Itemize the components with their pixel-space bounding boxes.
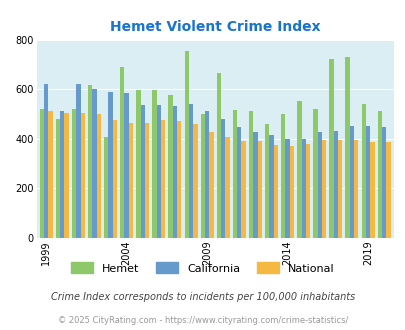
Bar: [48, 112, 53, 238]
Bar: [124, 93, 128, 238]
Bar: [209, 132, 213, 238]
Bar: [386, 142, 390, 238]
Bar: [345, 57, 349, 238]
Bar: [381, 127, 386, 238]
Bar: [156, 105, 161, 238]
Bar: [257, 141, 261, 238]
Bar: [220, 119, 225, 238]
Bar: [264, 124, 269, 238]
Bar: [173, 106, 177, 238]
Bar: [321, 140, 326, 238]
Bar: [128, 122, 133, 238]
Bar: [273, 145, 277, 238]
Bar: [145, 122, 149, 238]
Bar: [168, 95, 173, 238]
Bar: [161, 120, 165, 238]
Legend: Hemet, California, National: Hemet, California, National: [66, 258, 339, 278]
Title: Hemet Violent Crime Index: Hemet Violent Crime Index: [110, 20, 320, 34]
Bar: [377, 112, 381, 238]
Bar: [88, 85, 92, 238]
Bar: [285, 139, 289, 238]
Bar: [193, 124, 197, 238]
Bar: [248, 112, 253, 238]
Bar: [136, 90, 140, 238]
Bar: [140, 105, 145, 238]
Bar: [328, 59, 333, 238]
Bar: [216, 73, 220, 238]
Bar: [200, 114, 205, 238]
Bar: [353, 140, 358, 238]
Bar: [108, 92, 113, 238]
Bar: [152, 90, 156, 238]
Bar: [188, 104, 193, 238]
Bar: [225, 137, 229, 238]
Bar: [76, 84, 80, 238]
Text: Crime Index corresponds to incidents per 100,000 inhabitants: Crime Index corresponds to incidents per…: [51, 292, 354, 302]
Bar: [44, 84, 48, 238]
Bar: [289, 146, 293, 238]
Bar: [296, 102, 301, 238]
Bar: [337, 140, 341, 238]
Bar: [177, 121, 181, 238]
Bar: [365, 126, 369, 238]
Bar: [333, 131, 337, 238]
Bar: [113, 120, 117, 238]
Bar: [40, 109, 44, 238]
Bar: [269, 135, 273, 238]
Bar: [237, 127, 241, 238]
Bar: [92, 89, 96, 238]
Bar: [96, 114, 101, 238]
Bar: [349, 126, 353, 238]
Bar: [55, 119, 60, 238]
Text: © 2025 CityRating.com - https://www.cityrating.com/crime-statistics/: © 2025 CityRating.com - https://www.city…: [58, 316, 347, 325]
Bar: [241, 141, 245, 238]
Bar: [280, 114, 285, 238]
Bar: [80, 113, 85, 238]
Bar: [120, 67, 124, 238]
Bar: [184, 51, 188, 238]
Bar: [64, 113, 68, 238]
Bar: [361, 104, 365, 238]
Bar: [305, 144, 309, 238]
Bar: [205, 112, 209, 238]
Bar: [232, 110, 237, 238]
Bar: [313, 109, 317, 238]
Bar: [60, 112, 64, 238]
Bar: [253, 132, 257, 238]
Bar: [104, 137, 108, 238]
Bar: [301, 139, 305, 238]
Bar: [369, 142, 374, 238]
Bar: [317, 132, 321, 238]
Bar: [72, 109, 76, 238]
